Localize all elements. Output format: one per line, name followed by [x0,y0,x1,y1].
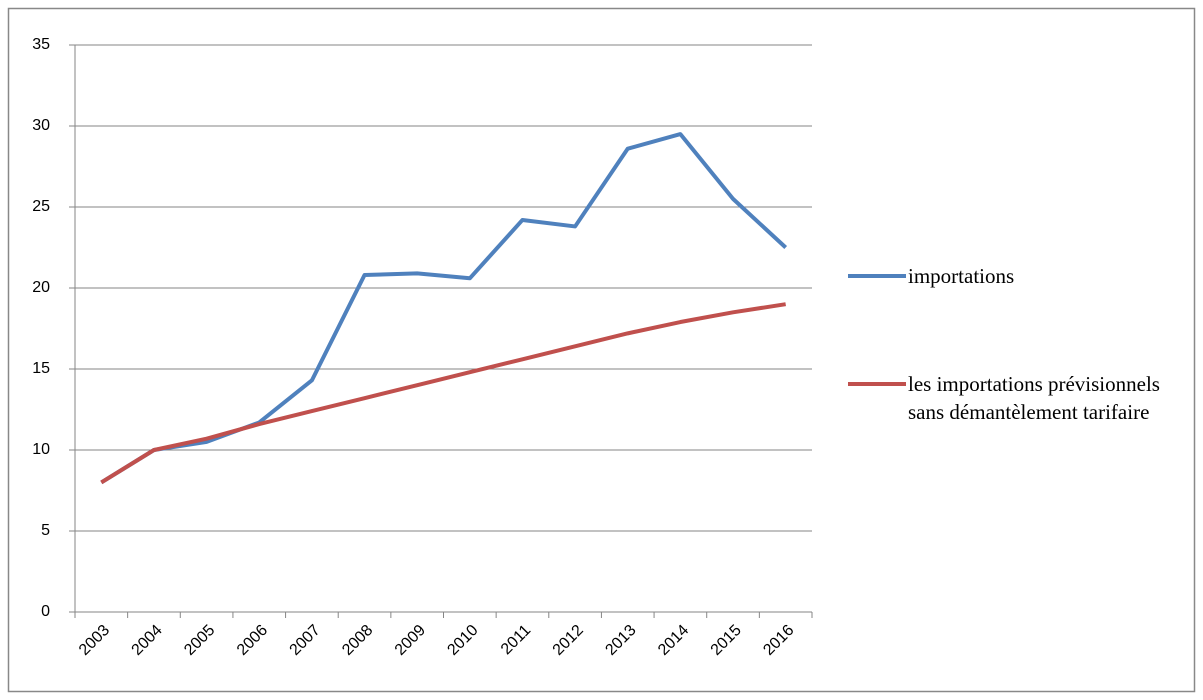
legend-label: importations [908,264,1015,288]
x-tick-label: 2006 [234,622,271,659]
y-tick-label: 5 [41,522,50,539]
x-tick-label: 2012 [550,622,587,659]
x-tick-label: 2003 [76,622,113,659]
chart-frame [7,7,1196,693]
y-tick-label: 0 [41,603,50,620]
series-line [100,132,788,485]
x-tick-label: 2008 [339,622,376,659]
legend-label: les importations prévisionnels sans déma… [908,372,1160,424]
x-tick-label: 2004 [129,622,166,659]
y-tick-label: 30 [32,117,50,134]
series-line [100,302,786,485]
x-tick-label: 2013 [602,622,639,659]
x-tick-label: 2011 [498,622,534,658]
x-tick-label: 2010 [444,622,481,659]
y-tick-label: 10 [32,441,50,458]
y-tick-label: 20 [32,279,50,296]
x-tick-label: 2007 [287,622,324,659]
x-tick-label: 2009 [392,622,429,659]
y-tick-label: 15 [32,360,50,377]
x-tick-label: 2015 [708,622,745,659]
x-tick-label: 2016 [760,622,797,659]
x-tick-label: 2005 [181,622,218,659]
x-tick-label: 2014 [655,622,692,659]
y-tick-label: 25 [32,198,50,215]
y-tick-label: 35 [32,36,50,53]
